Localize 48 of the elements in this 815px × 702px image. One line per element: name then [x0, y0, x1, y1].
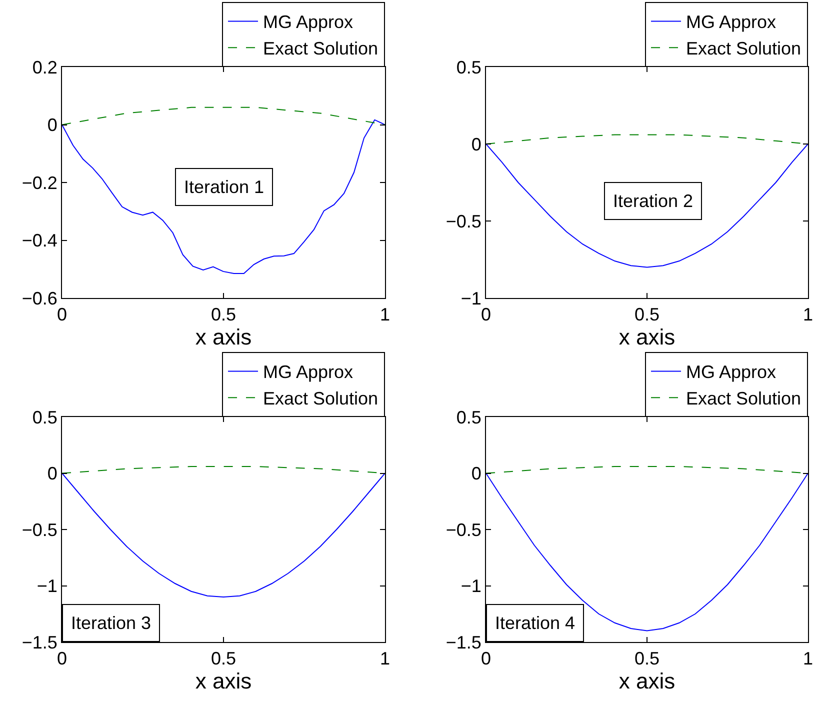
x-axis-title: x axis: [195, 324, 252, 350]
annotation: Iteration 3: [71, 613, 152, 633]
annotation: Iteration 4: [495, 613, 576, 633]
x-tick-label: 1: [802, 648, 814, 669]
x-axis-title: x axis: [618, 668, 676, 694]
line-series: [62, 119, 385, 274]
line-series: [486, 472, 808, 632]
x-tick-label: 0.5: [210, 304, 236, 325]
y-tick-label: 0: [47, 115, 58, 136]
y-tick-label: 0.5: [456, 407, 482, 428]
annotation: Iteration 1: [184, 177, 264, 197]
y-tick-label: −0.5: [22, 520, 58, 540]
line-series: [62, 106, 385, 126]
x-axis-title: x axis: [195, 668, 252, 694]
legend-label: MG Approx: [263, 12, 354, 32]
y-tick-label: 0.2: [32, 57, 58, 78]
y-tick-label: −1.5: [22, 632, 58, 652]
y-tick-label: 0: [471, 134, 482, 154]
legend-label: MG Approx: [686, 362, 776, 382]
legend-label: MG Approx: [686, 12, 776, 32]
x-tick-label: 1: [380, 304, 390, 325]
y-tick-label: −0.4: [22, 230, 58, 251]
x-tick-label: 1: [802, 304, 814, 325]
y-tick-label: −0.2: [22, 172, 58, 193]
y-tick-label: −1: [460, 288, 482, 308]
y-tick-label: −0.6: [22, 288, 58, 308]
y-tick-label: −1: [460, 576, 482, 596]
x-tick-label: 0.5: [634, 304, 660, 325]
legend-label: Exact Solution: [686, 38, 802, 59]
y-tick-label: 0.5: [456, 57, 482, 78]
y-tick-label: −1: [36, 576, 58, 596]
line-series: [62, 472, 385, 598]
annotation: Iteration 2: [613, 191, 694, 211]
legend-label: Exact Solution: [686, 388, 802, 409]
legend-label: MG Approx: [263, 362, 354, 382]
x-tick-label: 1: [380, 648, 390, 669]
line-series: [486, 144, 808, 268]
y-tick-label: −0.5: [446, 520, 482, 540]
x-axis-title: x axis: [618, 324, 676, 350]
y-tick-label: 0: [47, 464, 58, 484]
legend-label: Exact Solution: [263, 388, 378, 409]
legend-label: Exact Solution: [263, 38, 378, 59]
x-tick-label: 0.5: [634, 648, 660, 669]
y-tick-label: −0.5: [446, 211, 482, 232]
x-tick-label: 0.5: [210, 648, 236, 669]
y-tick-label: −1.5: [446, 632, 482, 652]
y-tick-label: 0: [471, 464, 482, 484]
y-tick-label: 0.5: [32, 407, 58, 428]
